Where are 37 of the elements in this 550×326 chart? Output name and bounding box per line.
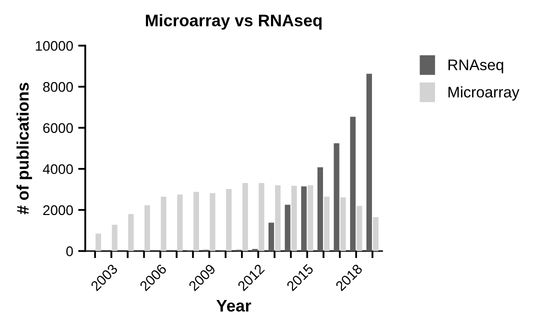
bar [144,205,150,252]
legend-label: Microarray [448,86,520,101]
y-tick-label: 2000 [43,205,73,216]
bar [242,183,248,252]
y-tick-label: 4000 [42,164,73,174]
bar [301,186,307,252]
bar [324,196,330,252]
bar [226,188,232,252]
bar [284,204,290,252]
bar [366,74,372,252]
bar [112,224,118,252]
bar [356,206,362,252]
bar [308,185,314,252]
bar [334,143,340,252]
bar [317,167,324,252]
bar [96,234,102,252]
bar [252,248,258,252]
y-tick-label: 8000 [43,82,73,92]
bar [350,116,356,252]
chart-title: Microarray vs RNAseq [146,14,322,30]
bar [177,194,183,252]
bar [193,192,199,252]
bar [210,193,216,252]
bar [340,197,346,252]
y-tick-label: 6000 [43,123,73,133]
y-axis-title: # of publications [16,82,32,214]
bar [268,222,274,252]
legend-label: RNAseq [448,60,504,74]
bar [372,217,378,252]
y-tick-label: 10000 [36,40,73,51]
bar [275,185,281,252]
bar [258,183,264,252]
y-tick-label: 0 [66,246,73,256]
bar [291,186,297,252]
x-axis-title: Year [216,300,252,312]
bar [128,214,134,252]
bar [160,196,166,252]
